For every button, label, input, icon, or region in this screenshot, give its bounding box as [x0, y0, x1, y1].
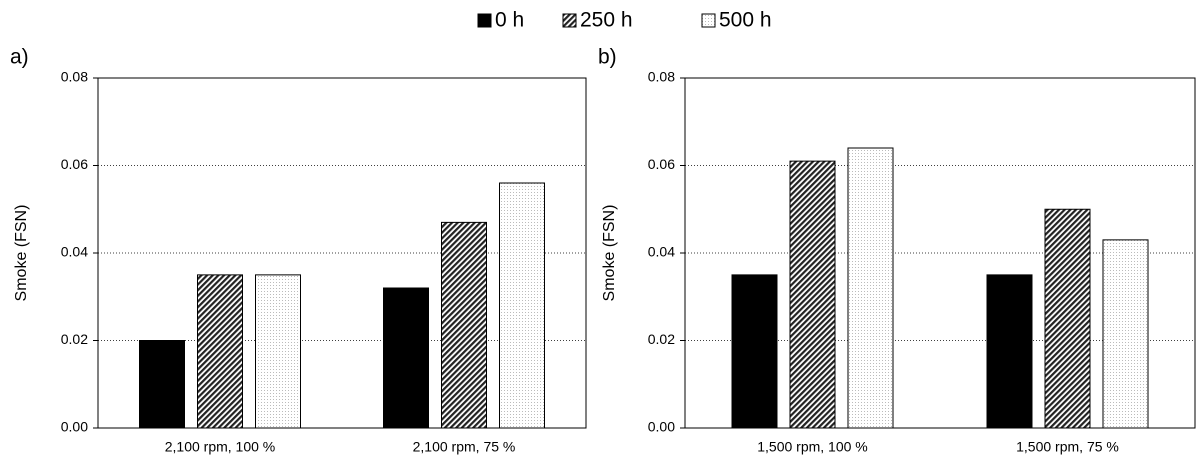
- legend-label: 500 h: [719, 9, 772, 32]
- bar: [499, 182, 545, 429]
- plot-frame: [684, 77, 1196, 429]
- x-tick-label: 2,100 rpm, 75 %: [413, 439, 516, 455]
- bar: [1044, 208, 1091, 429]
- y-tick-label: 0.08: [61, 69, 88, 85]
- bar: [139, 340, 185, 429]
- legend-swatch: [701, 13, 716, 28]
- bar: [441, 221, 487, 429]
- y-tick-label: 0.02: [61, 331, 88, 347]
- y-tick-label: 0.06: [61, 156, 88, 172]
- bar: [383, 287, 429, 429]
- bar: [986, 274, 1033, 429]
- panel-label: b): [598, 46, 617, 69]
- bar: [789, 160, 836, 429]
- x-tick-label: 1,500 rpm, 100 %: [757, 439, 868, 455]
- y-tick-label: 0.08: [648, 69, 675, 85]
- legend-swatch: [562, 13, 577, 28]
- y-axis-title: Smoke (FSN): [13, 205, 30, 302]
- bar: [847, 147, 894, 429]
- y-tick-label: 0.02: [648, 331, 675, 347]
- y-tick-label: 0.04: [648, 244, 675, 260]
- panel-label: a): [10, 46, 29, 69]
- legend-swatch: [477, 13, 492, 28]
- y-tick-label: 0.06: [648, 156, 675, 172]
- x-tick-label: 2,100 rpm, 100 %: [165, 439, 276, 455]
- y-tick-label: 0.00: [648, 419, 675, 435]
- bar: [255, 274, 301, 429]
- legend-label: 250 h: [580, 9, 633, 32]
- y-tick-label: 0.04: [61, 244, 88, 260]
- legend-label: 0 h: [495, 9, 524, 32]
- y-axis-title: Smoke (FSN): [601, 205, 618, 302]
- bar: [197, 274, 243, 429]
- plot-frame: [97, 77, 587, 429]
- bar: [731, 274, 778, 429]
- x-tick-label: 1,500 rpm, 75 %: [1016, 439, 1119, 455]
- bar: [1102, 239, 1149, 429]
- y-tick-label: 0.00: [61, 419, 88, 435]
